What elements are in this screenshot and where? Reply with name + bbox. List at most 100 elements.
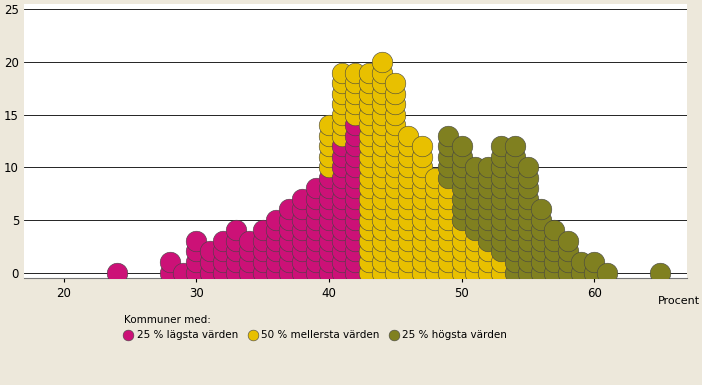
Point xyxy=(390,154,401,160)
Point xyxy=(363,101,374,107)
Point xyxy=(363,143,374,149)
Point xyxy=(522,206,534,213)
Point xyxy=(416,238,428,244)
Point xyxy=(536,259,547,265)
Point xyxy=(244,259,255,265)
Point xyxy=(324,175,335,181)
Point xyxy=(376,238,388,244)
Point xyxy=(469,228,480,234)
Point xyxy=(575,270,586,276)
Point xyxy=(336,228,347,234)
Point xyxy=(217,238,228,244)
Point xyxy=(284,248,295,254)
Point xyxy=(469,270,480,276)
Point xyxy=(390,228,401,234)
Point xyxy=(390,217,401,223)
Point xyxy=(284,259,295,265)
Point xyxy=(509,248,520,254)
Point xyxy=(310,228,322,234)
Point xyxy=(549,259,560,265)
Point xyxy=(443,154,454,160)
Point xyxy=(403,154,414,160)
Point xyxy=(443,143,454,149)
Point xyxy=(390,90,401,97)
Point xyxy=(336,112,347,118)
Point xyxy=(324,248,335,254)
Point xyxy=(509,154,520,160)
Point xyxy=(509,217,520,223)
Point xyxy=(443,270,454,276)
Point xyxy=(363,185,374,191)
Point xyxy=(403,206,414,213)
Point xyxy=(363,259,374,265)
Point xyxy=(390,101,401,107)
Point xyxy=(390,185,401,191)
Point xyxy=(284,238,295,244)
Point xyxy=(403,196,414,202)
Point xyxy=(376,154,388,160)
Point xyxy=(482,196,494,202)
Point xyxy=(469,164,480,171)
Point xyxy=(390,196,401,202)
Point xyxy=(456,259,467,265)
Point xyxy=(336,90,347,97)
Point xyxy=(363,69,374,75)
Point xyxy=(443,238,454,244)
Point xyxy=(443,259,454,265)
Point xyxy=(191,248,202,254)
Point xyxy=(284,270,295,276)
Point xyxy=(522,196,534,202)
Point xyxy=(390,259,401,265)
Point xyxy=(350,164,361,171)
Point xyxy=(588,259,600,265)
Point xyxy=(416,248,428,254)
Point xyxy=(416,185,428,191)
Point xyxy=(376,175,388,181)
Point xyxy=(482,238,494,244)
Point xyxy=(602,270,613,276)
Point xyxy=(376,270,388,276)
Point xyxy=(430,175,441,181)
Point xyxy=(217,270,228,276)
Point xyxy=(376,164,388,171)
Point xyxy=(430,238,441,244)
Point xyxy=(403,133,414,139)
Point xyxy=(376,217,388,223)
Point xyxy=(297,270,308,276)
Point xyxy=(336,143,347,149)
Point xyxy=(310,185,322,191)
Point xyxy=(350,248,361,254)
Point xyxy=(324,164,335,171)
Point xyxy=(482,185,494,191)
Point xyxy=(336,217,347,223)
Point xyxy=(562,270,574,276)
Point xyxy=(403,238,414,244)
Point xyxy=(363,206,374,213)
Point xyxy=(456,248,467,254)
Point xyxy=(496,238,507,244)
Point xyxy=(244,238,255,244)
Point xyxy=(456,185,467,191)
Point xyxy=(350,206,361,213)
Point xyxy=(443,196,454,202)
Point xyxy=(416,206,428,213)
Point xyxy=(430,217,441,223)
Point xyxy=(430,228,441,234)
Point xyxy=(456,228,467,234)
Point xyxy=(363,164,374,171)
Point xyxy=(336,122,347,128)
Point xyxy=(482,164,494,171)
Point xyxy=(496,164,507,171)
Point xyxy=(416,196,428,202)
Point xyxy=(204,259,216,265)
Point xyxy=(496,143,507,149)
Point xyxy=(456,217,467,223)
Point xyxy=(456,164,467,171)
Point xyxy=(310,248,322,254)
Point xyxy=(496,175,507,181)
Point xyxy=(522,270,534,276)
Point xyxy=(549,228,560,234)
Point xyxy=(536,248,547,254)
Point xyxy=(336,175,347,181)
Point xyxy=(363,238,374,244)
